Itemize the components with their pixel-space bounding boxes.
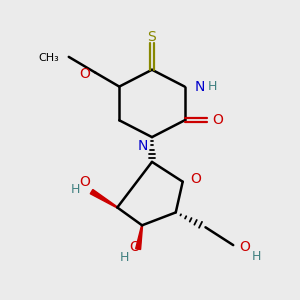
Text: N: N [195,80,205,94]
Text: H: H [208,80,217,93]
Text: N: N [138,139,148,153]
Text: O: O [80,67,91,81]
Text: S: S [148,30,156,44]
Polygon shape [136,225,142,250]
Text: H: H [252,250,261,262]
Text: O: O [239,240,250,254]
Polygon shape [90,190,118,208]
Text: H: H [120,251,129,265]
Text: CH₃: CH₃ [38,53,59,63]
Text: O: O [130,240,141,254]
Text: H: H [70,183,80,196]
Text: O: O [212,113,223,127]
Text: O: O [80,175,91,189]
Text: O: O [190,172,202,186]
